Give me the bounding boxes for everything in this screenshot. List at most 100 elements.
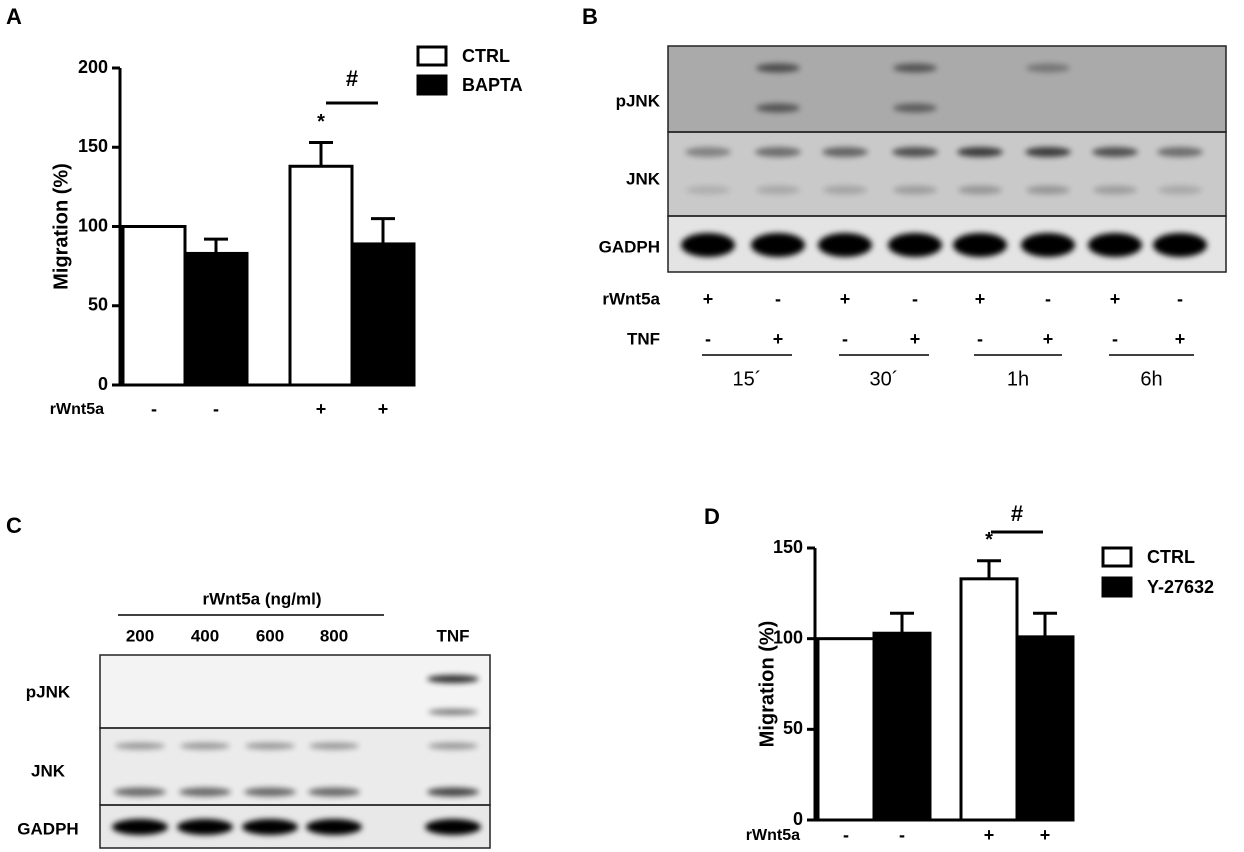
blot-band <box>180 742 230 750</box>
time-label: 6h <box>1140 368 1162 390</box>
blot-row-label: pJNK <box>26 682 71 701</box>
blot-band <box>681 233 735 257</box>
legend-label: CTRL <box>462 46 510 66</box>
lane-label: TNF <box>436 626 469 645</box>
legend-swatch <box>416 74 448 96</box>
blot-border <box>99 804 491 849</box>
bar <box>288 164 354 387</box>
condition-sign: + <box>773 329 784 349</box>
condition-sign: + <box>840 289 851 309</box>
blot-band <box>888 233 942 257</box>
blot-band <box>179 787 231 797</box>
blot-band <box>1026 63 1070 73</box>
y-tick-label: 150 <box>78 136 108 156</box>
blot-band <box>957 147 1003 157</box>
panel-label: D <box>704 504 720 529</box>
y-tick-label: 150 <box>773 537 803 557</box>
blot-band <box>822 147 868 157</box>
blot-row-label: pJNK <box>616 91 661 110</box>
blot-band <box>751 233 805 257</box>
blot-border <box>667 215 1227 273</box>
x-tick-label: - <box>843 825 849 845</box>
blot-band <box>755 147 801 157</box>
panel-label: B <box>582 4 598 29</box>
blot-band <box>1092 147 1138 157</box>
panel-label: C <box>6 513 22 538</box>
blot-band <box>756 185 800 195</box>
blot-band <box>893 63 937 73</box>
legend-swatch <box>416 45 448 67</box>
blot-band <box>425 819 481 835</box>
legend-label: CTRL <box>1147 547 1195 567</box>
blot-row <box>668 46 1226 132</box>
lane-label: 800 <box>320 626 348 645</box>
x-tick-label: + <box>316 399 327 419</box>
lane-label: 400 <box>191 626 219 645</box>
blot-band <box>428 709 478 715</box>
blot-band <box>112 819 168 835</box>
blot-band <box>177 819 233 835</box>
blot-band <box>115 742 165 750</box>
blot-band <box>818 233 872 257</box>
time-label: 15´ <box>733 368 762 390</box>
x-tick-label: + <box>378 399 389 419</box>
blot-band <box>1153 233 1207 257</box>
bar <box>350 242 416 387</box>
blot-band <box>1021 233 1075 257</box>
bar <box>121 225 187 387</box>
bar <box>872 631 932 822</box>
blot-row <box>100 655 490 728</box>
x-row-label: rWnt5a <box>50 401 104 418</box>
y-tick-label: 100 <box>78 215 108 235</box>
x-tick-label: - <box>151 399 157 419</box>
y-tick-label: 100 <box>773 627 803 647</box>
legend-swatch <box>1101 576 1133 598</box>
condition-sign: - <box>977 329 983 349</box>
legend-swatch <box>1101 546 1133 568</box>
blot-band <box>244 787 296 797</box>
condition-sign: + <box>1043 329 1054 349</box>
blot-band <box>756 103 800 113</box>
condition-sign: - <box>1045 289 1051 309</box>
blot-band <box>1025 147 1071 157</box>
blot-header: rWnt5a (ng/ml) <box>203 589 322 608</box>
significance-star: * <box>985 529 993 551</box>
x-tick-label: - <box>213 399 219 419</box>
condition-sign: - <box>1112 329 1118 349</box>
blot-band <box>756 63 800 73</box>
x-tick-label: + <box>1040 825 1051 845</box>
y-tick-label: 200 <box>78 57 108 77</box>
blot-band <box>308 787 360 797</box>
blot-band <box>1093 185 1137 195</box>
blot-band <box>242 819 298 835</box>
blot-band <box>1088 233 1142 257</box>
panel-label: A <box>6 4 22 29</box>
blot-row-label: JNK <box>626 169 661 188</box>
blot-row-label: GADPH <box>599 237 660 256</box>
blot-band <box>427 787 479 797</box>
blot-band <box>893 103 937 113</box>
blot-band <box>427 675 479 683</box>
x-tick-label: - <box>899 825 905 845</box>
blot-band <box>245 742 295 750</box>
blot-band <box>1158 185 1202 195</box>
time-label: 30´ <box>870 368 899 390</box>
condition-label: rWnt5a <box>602 289 660 308</box>
condition-sign: - <box>842 329 848 349</box>
y-tick-label: 0 <box>793 809 803 829</box>
blot-band <box>1026 185 1070 195</box>
blot-band <box>114 787 166 797</box>
significance-hash: # <box>346 66 358 91</box>
blot-band <box>428 742 478 750</box>
condition-sign: - <box>912 289 918 309</box>
blot-band <box>686 185 730 195</box>
y-axis-label: Migration (%) <box>756 621 778 748</box>
blot-row-label: GADPH <box>17 819 78 838</box>
bar <box>816 637 876 822</box>
blot-band <box>685 147 731 157</box>
condition-sign: - <box>1177 289 1183 309</box>
blot-band <box>892 147 938 157</box>
significance-hash: # <box>1011 501 1023 526</box>
y-axis-label: Migration (%) <box>50 163 72 290</box>
